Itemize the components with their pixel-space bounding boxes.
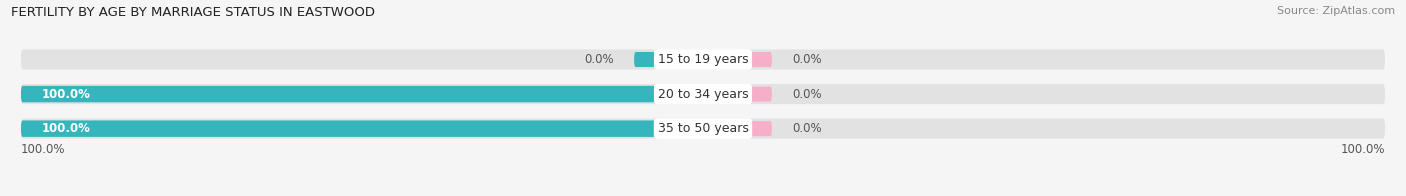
Text: Source: ZipAtlas.com: Source: ZipAtlas.com	[1277, 6, 1395, 16]
FancyBboxPatch shape	[21, 121, 703, 137]
Text: 15 to 19 years: 15 to 19 years	[658, 53, 748, 66]
FancyBboxPatch shape	[21, 86, 703, 102]
FancyBboxPatch shape	[720, 87, 772, 102]
Text: 20 to 34 years: 20 to 34 years	[658, 88, 748, 101]
FancyBboxPatch shape	[634, 121, 686, 136]
Text: 35 to 50 years: 35 to 50 years	[658, 122, 748, 135]
FancyBboxPatch shape	[720, 121, 772, 136]
Text: 100.0%: 100.0%	[42, 122, 90, 135]
Text: 0.0%: 0.0%	[583, 53, 613, 66]
FancyBboxPatch shape	[634, 52, 686, 67]
FancyBboxPatch shape	[634, 87, 686, 102]
FancyBboxPatch shape	[21, 84, 1385, 104]
Text: FERTILITY BY AGE BY MARRIAGE STATUS IN EASTWOOD: FERTILITY BY AGE BY MARRIAGE STATUS IN E…	[11, 6, 375, 19]
FancyBboxPatch shape	[720, 52, 772, 67]
Text: 100.0%: 100.0%	[21, 143, 66, 156]
Text: 0.0%: 0.0%	[793, 53, 823, 66]
FancyBboxPatch shape	[21, 49, 1385, 70]
Text: 100.0%: 100.0%	[1340, 143, 1385, 156]
Text: 0.0%: 0.0%	[793, 88, 823, 101]
FancyBboxPatch shape	[21, 119, 1385, 139]
Text: 100.0%: 100.0%	[42, 88, 90, 101]
Text: 0.0%: 0.0%	[793, 122, 823, 135]
